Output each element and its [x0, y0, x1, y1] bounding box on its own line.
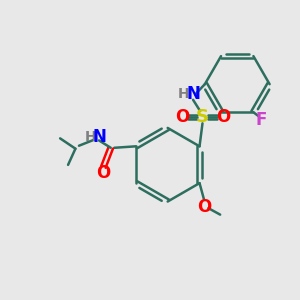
- Text: F: F: [256, 112, 267, 130]
- Text: N: N: [186, 85, 200, 103]
- Text: O: O: [175, 108, 189, 126]
- Text: O: O: [96, 164, 110, 182]
- Text: S: S: [196, 108, 209, 126]
- Text: N: N: [93, 128, 106, 146]
- Text: O: O: [197, 198, 212, 216]
- Text: H: H: [84, 130, 96, 145]
- Text: O: O: [216, 108, 230, 126]
- Text: H: H: [178, 88, 189, 101]
